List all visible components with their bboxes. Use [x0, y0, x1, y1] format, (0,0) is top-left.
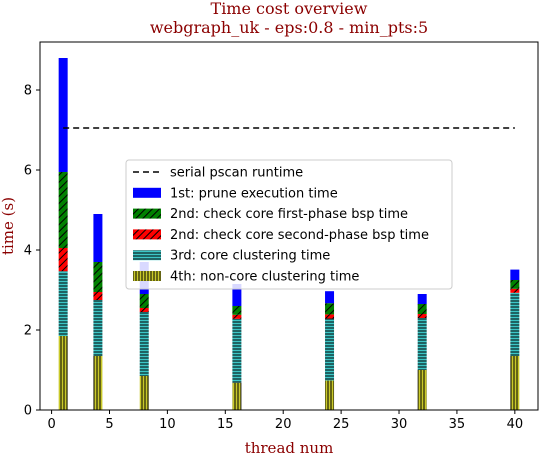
legend-swatch-1st-prune-execution-time [133, 187, 161, 198]
x-axis-label: thread num [245, 439, 334, 456]
bar-stacks [58, 58, 520, 410]
bar-4th-non-core-clustering-time-t40 [510, 356, 520, 410]
bar-2nd-check-core-first-phase-bsp-time-t32 [417, 304, 427, 314]
bar-4th-non-core-clustering-time-t32 [417, 370, 427, 410]
legend-label-3rd-core-clustering-time: 3rd: core clustering time [170, 249, 330, 264]
bar-3rd-core-clustering-time-t1 [58, 271, 68, 336]
bar-4th-non-core-clustering-time-t16 [232, 382, 242, 410]
y-tick-label: 0 [24, 404, 32, 419]
bar-2nd-check-core-first-phase-bsp-time-t1 [58, 172, 68, 248]
chart-title: Time cost overview [211, 0, 368, 18]
y-axis-label: time (s) [0, 197, 17, 255]
bar-2nd-check-core-second-phase-bsp-time-t16 [232, 314, 242, 319]
bar-2nd-check-core-second-phase-bsp-time-t40 [510, 288, 520, 293]
x-tick-label: 20 [275, 417, 292, 432]
plot-frame [39, 41, 539, 411]
bar-2nd-check-core-first-phase-bsp-time-t24 [325, 303, 335, 315]
legend-swatch-3rd-core-clustering-time [133, 250, 161, 261]
x-tick-label: 5 [105, 417, 113, 432]
legend-label-1st-prune-execution-time: 1st: prune execution time [170, 186, 338, 201]
x-axis-ticks: 0 5 10 15 20 25 30 35 40 [47, 410, 523, 432]
bar-2nd-check-core-first-phase-bsp-time-t4 [93, 262, 103, 292]
legend-label-serial-pscan-runtime: serial pscan runtime [170, 166, 303, 181]
bar-1st-prune-execution-time-t1 [58, 58, 68, 172]
bar-4th-non-core-clustering-time-t1 [58, 336, 68, 410]
y-axis-ticks: 0 2 4 6 8 [24, 84, 40, 419]
x-tick-label: 15 [217, 417, 234, 432]
x-tick-label: 25 [333, 417, 350, 432]
bar-2nd-check-core-second-phase-bsp-time-t8 [139, 308, 149, 312]
legend-label-2nd-check-core-first-phase-bsp-time: 2nd: check core first-phase bsp time [170, 207, 408, 222]
chart-subtitle: webgraph_uk - eps:0.8 - min_pts:5 [150, 18, 428, 37]
y-tick-label: 4 [24, 244, 32, 259]
bar-3rd-core-clustering-time-t16 [232, 318, 242, 383]
bar-2nd-check-core-second-phase-bsp-time-t1 [58, 248, 68, 272]
legend-box [125, 159, 453, 290]
y-tick-label: 8 [24, 84, 32, 99]
legend-swatch-2nd-check-core-first-phase-bsp-time [133, 208, 161, 219]
bar-4th-non-core-clustering-time-t24 [325, 380, 335, 410]
x-tick-label: 10 [159, 417, 176, 432]
legend: serial pscan runtime 1st: prune execution… [125, 159, 453, 290]
bar-3rd-core-clustering-time-t40 [510, 292, 520, 356]
bar-2nd-check-core-first-phase-bsp-time-t8 [139, 294, 149, 308]
bar-2nd-check-core-second-phase-bsp-time-t32 [417, 314, 427, 318]
bar-1st-prune-execution-time-t4 [93, 214, 103, 262]
x-tick-label: 0 [47, 417, 55, 432]
bar-4th-non-core-clustering-time-t4 [93, 356, 103, 410]
bar-3rd-core-clustering-time-t32 [417, 318, 427, 370]
bar-1st-prune-execution-time-t24 [325, 291, 335, 304]
bar-2nd-check-core-first-phase-bsp-time-t16 [232, 306, 242, 315]
y-tick-label: 6 [24, 164, 32, 179]
x-tick-label: 35 [449, 417, 466, 432]
bar-2nd-check-core-second-phase-bsp-time-t24 [325, 314, 335, 319]
legend-swatch-4th-non-core-clustering-time [133, 271, 161, 281]
bar-2nd-check-core-first-phase-bsp-time-t40 [510, 280, 520, 289]
legend-swatch-2nd-check-core-second-phase-bsp-time [133, 229, 161, 240]
bar-4th-non-core-clustering-time-t8 [139, 376, 149, 410]
bar-1st-prune-execution-time-t40 [510, 269, 520, 280]
x-tick-label: 30 [391, 417, 408, 432]
bar-3rd-core-clustering-time-t8 [139, 312, 149, 376]
bar-1st-prune-execution-time-t16 [232, 284, 242, 306]
bar-3rd-core-clustering-time-t4 [93, 300, 103, 356]
bar-2nd-check-core-second-phase-bsp-time-t4 [93, 292, 103, 300]
bar-1st-prune-execution-time-t32 [417, 294, 427, 304]
legend-label-2nd-check-core-second-phase-bsp-time: 2nd: check core second-phase bsp time [170, 228, 429, 243]
y-tick-label: 2 [24, 324, 32, 339]
legend-label-4th-non-core-clustering-time: 4th: non-core clustering time [170, 270, 359, 285]
bar-3rd-core-clustering-time-t24 [325, 318, 335, 381]
x-tick-label: 40 [507, 417, 524, 432]
